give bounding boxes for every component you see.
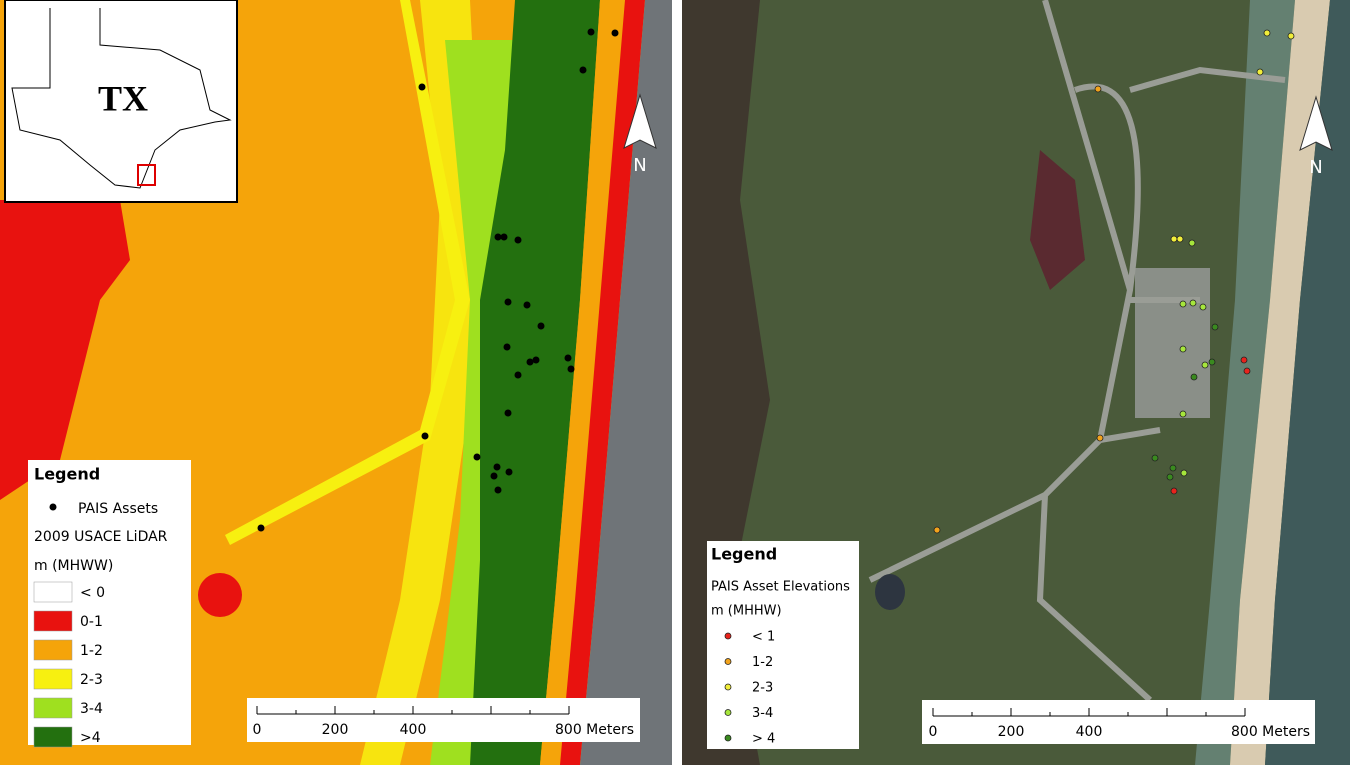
legend-label: m (MHWW): [34, 558, 113, 574]
asset-points: [933, 29, 1295, 534]
legend-swatch: [33, 668, 73, 690]
legend-swatch: [33, 639, 73, 661]
pond: [875, 574, 905, 610]
legend-label: >4: [80, 730, 101, 746]
north-arrow: [623, 93, 657, 149]
beach: [560, 0, 645, 765]
inset-label: TX: [98, 78, 148, 118]
scale-label: 800 Meters: [1231, 724, 1310, 740]
marsh: [682, 0, 770, 765]
dune-zone: [360, 0, 480, 765]
legend-swatch: [33, 581, 73, 603]
legend-label: 3-4: [752, 706, 773, 721]
divider: [672, 0, 682, 765]
scale-label: 0: [253, 722, 262, 738]
legend-swatch: [33, 726, 73, 748]
legend-label: 3-4: [80, 701, 103, 717]
north-arrow: [1299, 95, 1333, 151]
parking-lot: [1135, 268, 1210, 418]
legend-symbol: [724, 734, 732, 742]
legend-classes: < 1 1-2 2-3 3-4 > 4: [724, 630, 775, 747]
right-map: N Legend PAIS Asset Elevations m (MHHW) …: [682, 0, 1350, 765]
legend-label: < 1: [752, 630, 775, 645]
legend-label: < 0: [80, 585, 105, 601]
scale-label: 800 Meters: [555, 722, 634, 738]
scale-label: 400: [1076, 724, 1103, 740]
inset-map: [4, 0, 238, 203]
low-area: [0, 200, 130, 500]
legend-symbol: [724, 632, 732, 640]
scale-label: 200: [998, 724, 1025, 740]
legend-label: 2009 USACE LiDAR: [34, 529, 168, 545]
scale-label: 200: [322, 722, 349, 738]
north-label: N: [633, 155, 646, 176]
legend-title: Legend: [711, 545, 777, 564]
scale-label: 400: [400, 722, 427, 738]
legend-asset-symbol: [49, 503, 57, 511]
legend-swatch: [33, 610, 73, 632]
scale-box: [922, 700, 1315, 744]
legend-box: [707, 541, 859, 749]
legend-swatch: [33, 697, 73, 719]
inset-locator: [137, 164, 156, 186]
asset-points: [257, 28, 619, 532]
texas-outline: [11, 8, 232, 189]
scale-label: 0: [929, 724, 938, 740]
dune-zone: [470, 0, 600, 765]
north-label: N: [1309, 157, 1322, 178]
legend-label: m (MHHW): [711, 604, 782, 619]
legend-symbol: [724, 709, 732, 716]
foredune: [1195, 0, 1295, 765]
legend-label: PAIS Asset Elevations: [711, 580, 850, 595]
left-map: TX N Legend PAIS Assets 2009 USACE LiDAR…: [0, 0, 672, 765]
legend-label: 2-3: [80, 672, 103, 688]
legend-label: 1-2: [80, 643, 103, 659]
beach: [540, 0, 625, 765]
water: [580, 0, 672, 765]
legend-label: 0-1: [80, 614, 103, 630]
legend-label: PAIS Assets: [78, 501, 158, 517]
legend-label: 2-3: [752, 681, 773, 696]
legend-classes: < 0 0-1 1-2 2-3 3-4 >4: [33, 581, 105, 748]
legend-symbol: [724, 658, 732, 665]
marsh: [1030, 150, 1085, 290]
legend-symbol: [724, 683, 732, 691]
legend-title: Legend: [34, 465, 100, 484]
scale-bar: 0 200 400 800 Meters: [253, 706, 634, 738]
scale-box: [247, 698, 640, 742]
water: [1265, 0, 1350, 765]
scale-bar: 0 200 400 800 Meters: [929, 708, 1310, 740]
beach: [1230, 0, 1330, 765]
legend-label: 1-2: [752, 655, 773, 670]
pond: [198, 573, 242, 617]
legend-label: > 4: [752, 732, 775, 747]
